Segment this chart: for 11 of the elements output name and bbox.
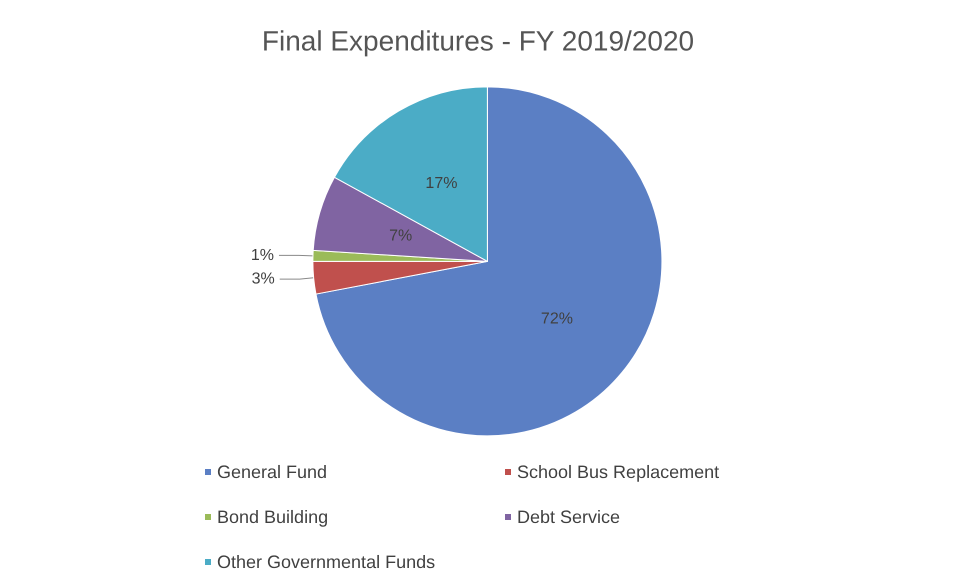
legend-label: Bond Building (217, 507, 328, 527)
data-label: 1% (250, 246, 274, 264)
data-label: 7% (389, 228, 412, 245)
legend-label: School Bus Replacement (517, 462, 720, 482)
data-label: 3% (252, 270, 275, 288)
chart-title: Final Expenditures - FY 2019/2020 (262, 26, 694, 56)
legend-label: General Fund (217, 462, 328, 482)
legend-label: Debt Service (517, 507, 620, 527)
data-label: 72% (540, 310, 573, 328)
legend-label: Other Governmental Funds (217, 552, 436, 572)
data-label: 17% (425, 175, 458, 192)
